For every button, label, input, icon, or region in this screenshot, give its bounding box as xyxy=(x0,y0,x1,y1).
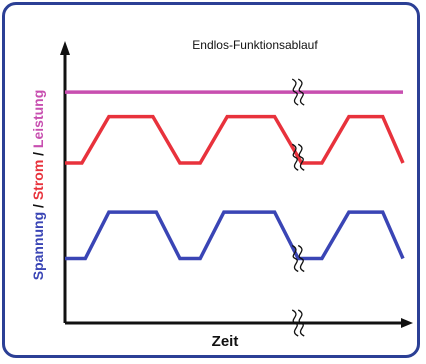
y-axis-arrow xyxy=(60,41,70,55)
break-mark-3 xyxy=(291,309,305,337)
chart-axes xyxy=(60,41,413,328)
y-label-part-0: Spannung xyxy=(30,212,46,280)
y-label-part-4: Leistung xyxy=(30,90,46,148)
series-line-2 xyxy=(65,210,405,261)
chart-title: Endlos-Funktionsablauf xyxy=(192,38,318,52)
y-axis-label: Spannung / Strom / Leistung xyxy=(30,90,46,281)
series-line-1 xyxy=(65,114,405,165)
chart-series xyxy=(65,90,405,261)
axis-break-marks xyxy=(291,78,305,337)
break-mark-0 xyxy=(291,78,305,106)
chart-svg: Endlos-Funktionsablauf Zeit Spannung / S… xyxy=(30,38,413,350)
x-axis-arrow xyxy=(401,318,413,328)
y-label-part-3: / xyxy=(30,148,46,160)
break-mark-2 xyxy=(291,244,305,273)
x-axis-label: Zeit xyxy=(212,333,239,350)
break-mark-1 xyxy=(291,143,305,171)
chart-frame: Endlos-Funktionsablauf Zeit Spannung / S… xyxy=(2,2,420,358)
y-label-part-2: Strom xyxy=(30,160,46,200)
y-label-part-1: / xyxy=(30,200,46,212)
